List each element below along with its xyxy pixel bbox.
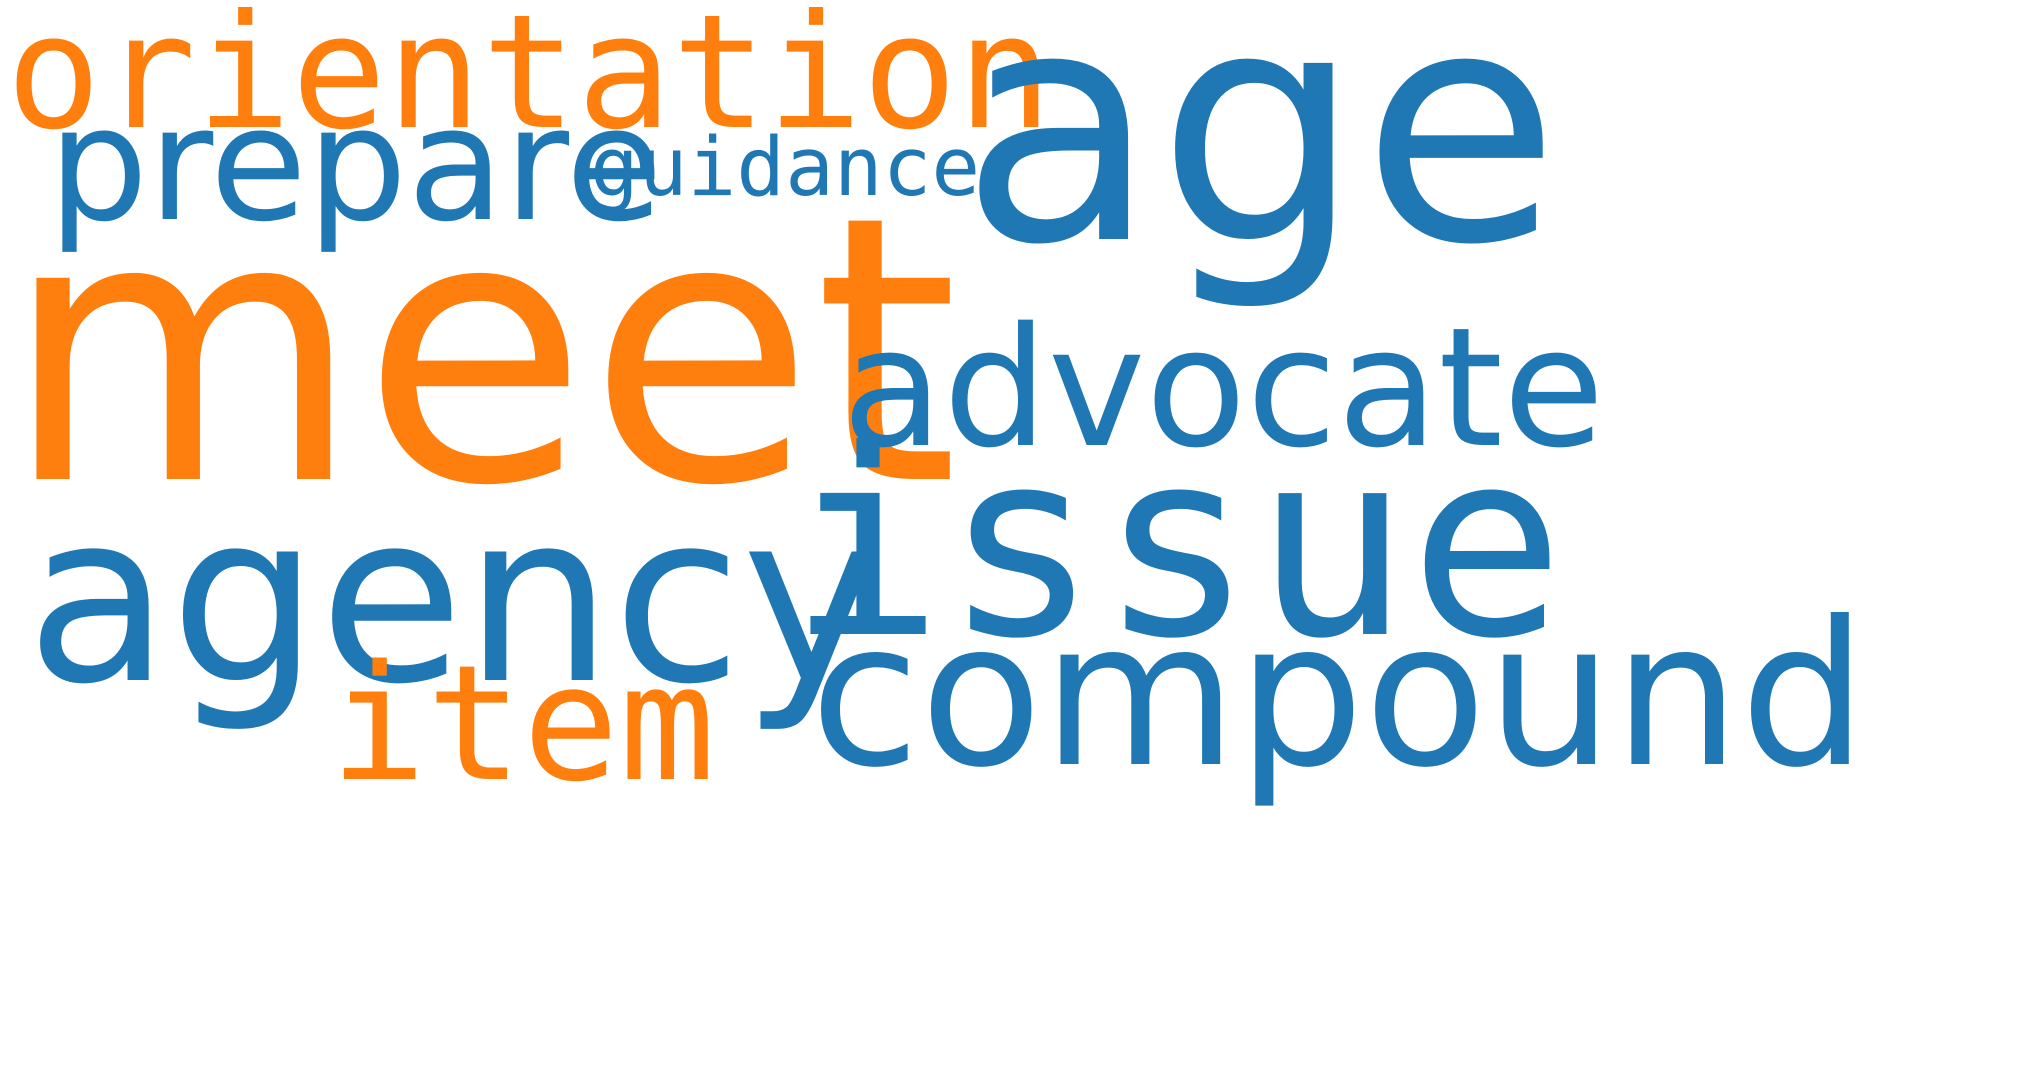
word-orientation: orientation [6, 0, 1053, 165]
word-agency: agency [26, 463, 881, 736]
word-guidance: guidance [590, 121, 981, 215]
word-advocate: advocate [842, 292, 1605, 484]
word-meet: meet [3, 137, 959, 566]
word-compound: compound [810, 579, 1867, 812]
word-prepare: prepare [48, 73, 663, 257]
word-cloud: orientation prepare guidance age meet ad… [3, 0, 1867, 817]
word-age: age [960, 0, 1560, 315]
word-item: item [330, 630, 716, 817]
word-issue: issue [788, 395, 1565, 695]
